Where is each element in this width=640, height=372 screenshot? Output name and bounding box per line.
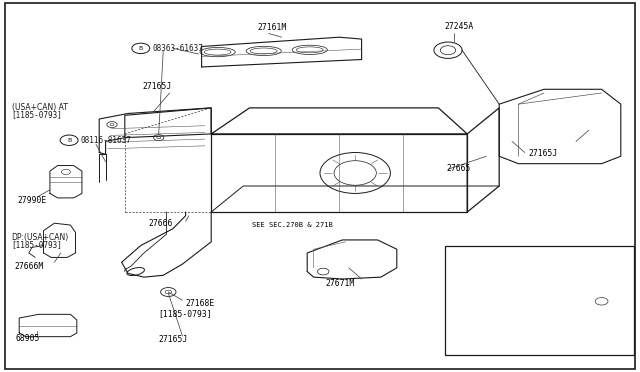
Text: 27666: 27666 (148, 219, 173, 228)
Text: 27161M: 27161M (257, 23, 287, 32)
Text: SEE SEC.270B & 271B: SEE SEC.270B & 271B (252, 222, 332, 228)
Text: 27165J: 27165J (158, 335, 188, 344)
Text: 27665: 27665 (447, 164, 471, 173)
Text: B: B (139, 46, 143, 51)
Text: DP:(USA+CAN): DP:(USA+CAN) (12, 233, 68, 242)
Text: 68905: 68905 (16, 334, 40, 343)
Text: 27165J: 27165J (142, 82, 172, 91)
Text: [1185-0793]: [1185-0793] (12, 110, 62, 119)
Text: 27245A: 27245A (445, 22, 474, 31)
Text: 27171: 27171 (481, 308, 504, 317)
Bar (445, 246, 634, 355)
Text: 27990E: 27990E (18, 196, 47, 205)
Text: 27165J: 27165J (528, 149, 557, 158)
Text: (USA+CAN) AT: (USA+CAN) AT (12, 103, 67, 112)
Text: [0793-      ]: [0793- ] (448, 253, 508, 262)
Text: AP73±00±0: AP73±00±0 (544, 347, 582, 353)
Text: 27168E: 27168E (186, 299, 215, 308)
Text: [1185-0793]: [1185-0793] (158, 309, 212, 318)
Text: [1185-0793]: [1185-0793] (12, 240, 62, 249)
Text: 27666M: 27666M (15, 262, 44, 271)
Text: 08363-61637: 08363-61637 (152, 44, 203, 53)
Text: B: B (67, 138, 71, 143)
Text: 08116-81637: 08116-81637 (81, 136, 131, 145)
Text: 27172A: 27172A (579, 273, 607, 282)
Text: 27671M: 27671M (325, 279, 355, 288)
